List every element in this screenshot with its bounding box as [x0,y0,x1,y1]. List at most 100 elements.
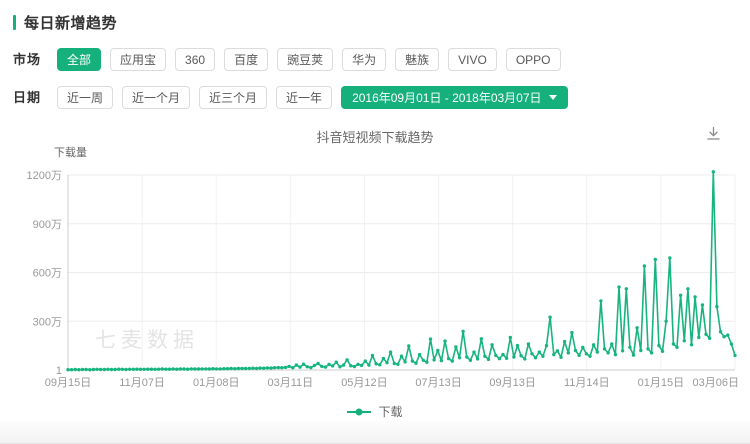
market-option-1[interactable]: 应用宝 [110,48,167,71]
data-point-marker [457,356,462,360]
data-point-marker [345,358,349,362]
data-point-marker [312,363,317,368]
y-tick-label: 600万 [33,268,62,280]
market-option-0[interactable]: 全部 [57,48,102,71]
date-filter-row: 日期 近一周 近一个月 近三个月 近一年 2016年09月01日 - 2018年03月… [13,86,568,109]
data-point-marker [341,363,346,367]
watermark: 七麦数据 [95,329,199,352]
data-point-marker [258,366,262,370]
data-point-marker [562,339,567,344]
data-point-marker [693,295,697,299]
x-tick-label: 11月07日 [119,377,165,389]
data-point-marker [247,366,251,371]
date-range-button[interactable]: 2016年09月01日 - 2018年03月07日 [341,86,568,109]
market-filter-row: 市场 全部 应用宝 360 百度 豌豆荚 华为 魅族 VIVO OPPO [13,48,561,71]
data-point-marker [570,330,574,335]
data-point-marker [530,352,534,356]
data-point-marker [617,285,621,289]
data-point-marker [178,367,183,371]
date-label: 日期 [13,90,42,105]
date-preset-1[interactable]: 近一个月 [122,86,191,109]
data-point-marker [465,355,469,359]
data-point-marker [385,361,389,365]
data-point-marker [704,332,708,336]
data-point-marker [98,367,103,372]
data-point-marker [660,349,665,353]
data-point-marker [403,360,407,364]
data-point-marker [472,350,476,354]
x-tick-label: 11月14日 [564,377,610,389]
data-point-marker [483,354,487,358]
market-option-7[interactable]: VIVO [448,48,497,71]
data-point-marker [84,367,88,372]
data-point-marker [77,368,81,372]
data-point-marker [407,344,411,348]
data-point-marker [486,357,491,362]
download-icon[interactable] [704,124,722,142]
date-preset-group: 近一周 近一个月 近三个月 近一年 [57,86,333,109]
caret-down-icon [548,95,557,100]
data-point-marker [689,343,694,347]
data-point-marker [127,367,132,371]
data-point-marker [388,350,393,354]
data-point-marker [240,366,244,371]
date-preset-3[interactable]: 近一年 [276,86,333,109]
data-point-marker [160,367,164,371]
data-point-marker [200,367,204,371]
data-point-marker [305,365,309,369]
market-label: 市场 [13,52,42,67]
data-point-marker [320,364,324,369]
data-point-marker [171,367,175,371]
data-point-marker [236,366,241,371]
market-option-3[interactable]: 百度 [224,48,269,71]
legend-download[interactable]: 下载 [0,403,750,420]
data-point-marker [374,362,378,366]
data-point-marker [392,361,396,366]
data-point-marker [211,367,215,371]
data-point-marker [214,367,219,371]
data-point-marker [222,367,226,371]
data-point-marker [218,367,222,371]
data-point-marker [508,335,512,340]
data-point-marker [664,319,668,323]
data-point-marker [80,367,85,372]
data-point-marker [591,343,596,347]
data-point-marker [349,364,353,368]
x-tick-label: 09月15日 [45,377,91,389]
data-point-marker [432,358,436,362]
data-point-marker [697,335,701,340]
data-point-marker [287,364,291,369]
market-option-2[interactable]: 360 [175,48,216,71]
data-point-marker [291,366,295,370]
data-point-marker [73,367,78,372]
data-point-marker [533,356,538,360]
data-point-marker [537,350,541,354]
data-point-marker [142,367,146,371]
data-point-marker [378,363,382,367]
data-point-marker [309,365,313,370]
trend-chart: 七麦数据 09月15日 11月07日 01月08日 03月11日 05月12日 07月13日… [27,146,739,389]
date-preset-0[interactable]: 近一周 [57,86,114,109]
market-option-6[interactable]: 魅族 [395,48,440,71]
y-axis-name: 下载量 [54,146,87,159]
date-preset-2[interactable]: 近三个月 [199,86,268,109]
data-point-marker [367,363,371,367]
data-point-marker [283,365,288,370]
data-point-marker [149,367,154,371]
data-point-marker [468,358,473,362]
data-point-marker [490,343,494,347]
data-point-marker [497,356,502,361]
data-point-marker [146,367,150,371]
data-point-marker [185,367,190,371]
data-point-marker [479,337,483,341]
data-point-marker [613,352,618,357]
market-option-5[interactable]: 华为 [342,48,387,71]
data-point-marker [595,350,599,354]
data-point-marker [707,336,712,340]
market-option-4[interactable]: 豌豆荚 [277,48,334,71]
data-point-marker [117,367,121,371]
data-point-marker [164,367,168,371]
market-option-8[interactable]: OPPO [505,48,561,71]
data-point-marker [729,342,734,346]
